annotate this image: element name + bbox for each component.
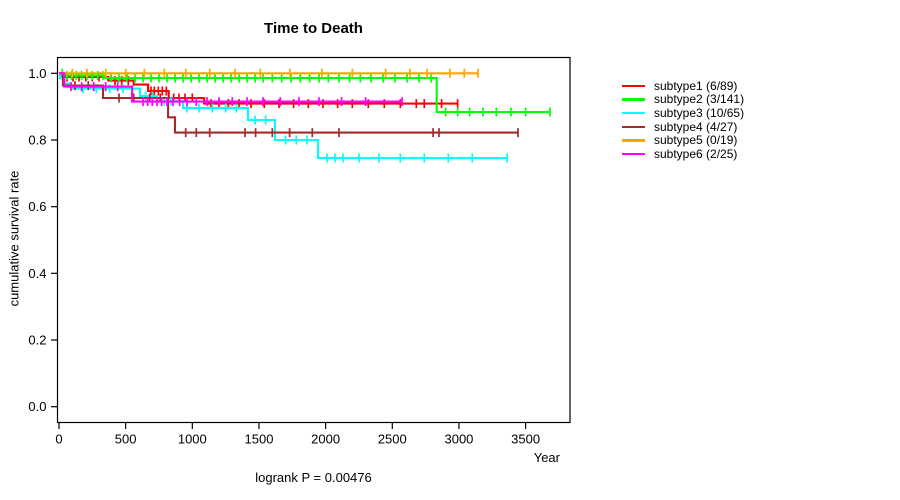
y-tick-label: 0.6 (28, 199, 46, 214)
survival-curve-subtype1 (59, 72, 458, 105)
plot-frame (56, 56, 571, 424)
legend-item-subtype4: subtype4 (4/27) (622, 120, 744, 134)
censor-ticks-subtype5 (71, 68, 479, 78)
legend-item-label: subtype5 (0/19) (654, 133, 738, 148)
y-tick-label: 0.8 (28, 132, 46, 147)
survival-curve-subtype4 (59, 72, 518, 134)
x-axis-ticks: 0 500 1000 1500 2000 2500 3000 3500 (55, 422, 540, 447)
x-tick-label: 3000 (444, 432, 473, 447)
x-tick-label: 2000 (311, 432, 340, 447)
x-tick-label: 1000 (178, 432, 207, 447)
legend-item-subtype1: subtype1 (6/89) (622, 79, 744, 93)
y-tick-label: 0.0 (28, 399, 46, 414)
legend: subtype1 (6/89) subtype2 (3/141) subtype3 … (622, 79, 744, 161)
x-axis-label: Year (533, 450, 560, 465)
legend-item-subtype6: subtype6 (2/25) (622, 147, 744, 161)
legend-color-swatch (622, 111, 645, 115)
legend-item-label: subtype4 (4/27) (654, 119, 738, 134)
y-tick-label: 0.4 (28, 266, 46, 281)
legend-item-label: subtype2 (3/141) (654, 92, 745, 107)
legend-item-subtype3: subtype3 (10/65) (622, 106, 744, 120)
x-tick-label: 3500 (511, 432, 540, 447)
legend-item-label: subtype6 (2/25) (654, 147, 738, 162)
x-tick-label: 0 (55, 432, 62, 447)
legend-color-swatch (622, 152, 645, 156)
chart-title: Time to Death (264, 20, 363, 37)
legend-item-subtype2: subtype2 (3/141) (622, 93, 744, 107)
censor-ticks-subtype2 (61, 68, 551, 117)
legend-color-swatch (622, 84, 645, 88)
x-tick-label: 500 (115, 432, 137, 447)
x-tick-label: 2500 (378, 432, 407, 447)
x-tick-label: 1500 (245, 432, 274, 447)
legend-color-swatch (622, 139, 645, 142)
legend-item-subtype5: subtype5 (0/19) (622, 134, 744, 148)
logrank-p-value: logrank P = 0.00476 (255, 470, 372, 485)
censor-ticks-subtype6 (70, 82, 403, 107)
censor-ticks-subtype4 (74, 81, 519, 138)
legend-item-label: subtype1 (6/89) (654, 78, 738, 93)
y-axis-ticks: 0.0 0.2 0.4 0.6 0.8 1.0 (28, 66, 58, 414)
y-axis-label: cumulative survival rate (6, 170, 22, 307)
survival-curve-subtype6 (59, 72, 402, 103)
legend-color-swatch (622, 125, 645, 129)
legend-item-label: subtype3 (10/65) (654, 106, 745, 121)
y-tick-label: 1.0 (28, 66, 46, 81)
y-tick-label: 0.2 (28, 333, 46, 348)
legend-color-swatch (622, 98, 645, 101)
